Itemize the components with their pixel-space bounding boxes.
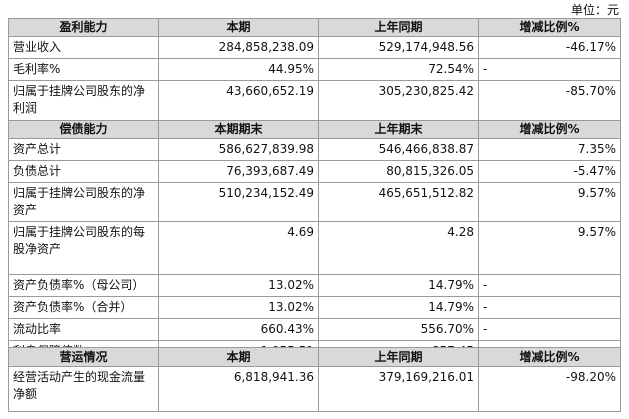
cell: - (478, 318, 621, 341)
row: 资产总计 586,627,839.98 546,466,838.87 7.35% (8, 138, 621, 161)
cell: 经营活动产生的现金流量净额 (8, 366, 159, 412)
header-cell: 增减比例% (478, 120, 621, 139)
cell: 营业收入 (8, 36, 159, 59)
cell: 465,651,512.82 (318, 182, 479, 222)
cell: 负债总计 (8, 160, 159, 183)
table: 盈利能力 本期 上年同期 增减比例% 营业收入 284,858,238.09 529,174… (8, 18, 621, 121)
row: 营业收入 284,858,238.09 529,174,948.56 -46.17% (8, 36, 621, 59)
cell: 13.02% (158, 274, 319, 297)
header-cell: 偿债能力 (8, 120, 159, 139)
cell: 7.35% (478, 138, 621, 161)
cell: - (478, 58, 621, 81)
cell: 4.69 (158, 221, 319, 275)
cell: 72.54% (318, 58, 479, 81)
cell: - (478, 274, 621, 297)
cell: 379,169,216.01 (318, 366, 479, 412)
cell: 归属于挂牌公司股东的每股净资产 (8, 221, 159, 275)
cell: 归属于挂牌公司股东的净利润 (8, 80, 159, 121)
cell: 76,393,687.49 (158, 160, 319, 183)
row: 负债总计 76,393,687.49 80,815,326.05 -5.47% (8, 160, 621, 183)
header-cell: 本期 (158, 18, 319, 37)
cell: 归属于挂牌公司股东的净资产 (8, 182, 159, 222)
row: 经营活动产生的现金流量净额 6,818,941.36 379,169,216.01-… (8, 366, 621, 412)
header-cell: 本期期末 (158, 120, 319, 139)
row: 资产负债率%（母公司） 13.02% 14.79% - (8, 274, 621, 297)
cell: 9.57% (478, 221, 621, 275)
header-cell: 盈利能力 (8, 18, 159, 37)
cell: 80,815,326.05 (318, 160, 479, 183)
cell: 4.28 (318, 221, 479, 275)
cell: -5.47% (478, 160, 621, 183)
header-row: 盈利能力 本期 上年同期 增减比例% (8, 18, 621, 37)
header-cell: 本期 (158, 347, 319, 367)
cell: 14.79% (318, 296, 479, 319)
header-cell: 上年期末 (318, 120, 479, 139)
unit-label: 单位：元 (570, 3, 619, 17)
row: 毛利率% 44.95% 72.54% - (8, 58, 621, 81)
cell: 556.70% (318, 318, 479, 341)
row: 资产负债率%（合并） 13.02% 14.79% - (8, 296, 621, 319)
table: 偿债能力 本期期末 上年期末 增减比例% 资产总计 586,627,839.98 546,4… (8, 120, 621, 363)
cell: 资产总计 (8, 138, 159, 161)
cell: - (478, 296, 621, 319)
row: 归属于挂牌公司股东的净利润 43,660,652.19 305,230,825.42… (8, 80, 621, 121)
cell: 13.02% (158, 296, 319, 319)
cell: 资产负债率%（母公司） (8, 274, 159, 297)
row: 流动比率 660.43% 556.70% - (8, 318, 621, 341)
header-cell: 营运情况 (8, 347, 159, 367)
header-cell: 增减比例% (478, 18, 621, 37)
cell: -85.70% (478, 80, 621, 121)
cell: 毛利率% (8, 58, 159, 81)
cell: -98.20% (478, 366, 621, 412)
cell: 6,818,941.36 (158, 366, 319, 412)
cell: 660.43% (158, 318, 319, 341)
cell: 546,466,838.87 (318, 138, 479, 161)
header-cell: 增减比例% (478, 347, 621, 367)
row: 归属于挂牌公司股东的每股净资产 4.69 4.28 9.57% (8, 221, 621, 275)
cell: 305,230,825.42 (318, 80, 479, 121)
row: 归属于挂牌公司股东的净资产 510,234,152.49 465,651,512.8… (8, 182, 621, 222)
header-row: 偿债能力 本期期末 上年期末 增减比例% (8, 120, 621, 139)
header-row: 营运情况 本期 上年同期 增减比例% (8, 347, 621, 367)
cell: 529,174,948.56 (318, 36, 479, 59)
cell: 44.95% (158, 58, 319, 81)
cell: 14.79% (318, 274, 479, 297)
header-cell: 上年同期 (318, 18, 479, 37)
cell: 284,858,238.09 (158, 36, 319, 59)
table: 营运情况 本期 上年同期 增减比例% 经营活动产生的现金流量净额 6,818,941.36… (8, 347, 621, 412)
cell: 流动比率 (8, 318, 159, 341)
cell: -46.17% (478, 36, 621, 59)
cell: 资产负债率%（合并） (8, 296, 159, 319)
cell: 9.57% (478, 182, 621, 222)
cell: 43,660,652.19 (158, 80, 319, 121)
cell: 586,627,839.98 (158, 138, 319, 161)
cell: 510,234,152.49 (158, 182, 319, 222)
header-cell: 上年同期 (318, 347, 479, 367)
